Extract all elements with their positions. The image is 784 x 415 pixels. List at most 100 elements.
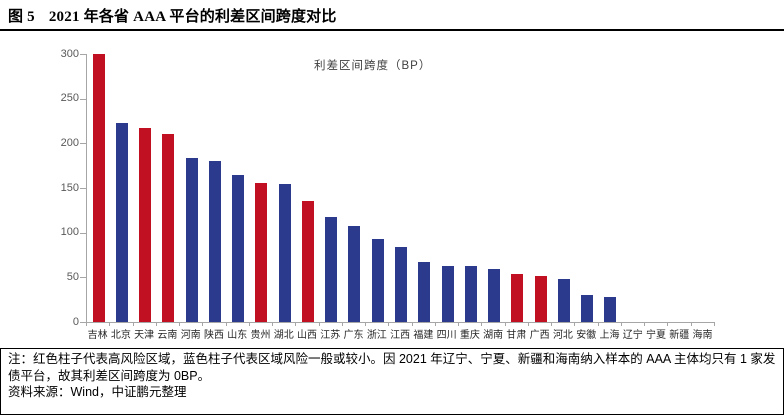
x-axis-tick-mark — [574, 323, 576, 326]
y-axis-tick-label: 100 — [60, 226, 79, 239]
figure-label: 图 5 — [8, 9, 35, 25]
x-axis-label-海南: 海南 — [692, 330, 713, 341]
x-axis-tick-mark — [504, 323, 506, 326]
x-axis-label-北京: 北京 — [110, 330, 131, 341]
x-axis-tick-mark — [434, 323, 436, 326]
y-axis-tick-label: 200 — [60, 136, 79, 149]
bar-贵州 — [255, 182, 268, 322]
x-axis-label-广东: 广东 — [343, 330, 364, 341]
source-text: 资料来源：Wind，中证鹏元整理 — [8, 385, 187, 400]
bar-chart-plot-area — [86, 54, 715, 323]
x-axis-tick-mark — [179, 323, 181, 326]
x-axis-label-云南: 云南 — [157, 330, 178, 341]
y-axis-tick-label: 50 — [66, 270, 79, 283]
x-axis-label-浙江: 浙江 — [366, 330, 387, 341]
x-axis-tick-mark — [341, 323, 343, 326]
x-axis-label-贵州: 贵州 — [250, 330, 271, 341]
bar-浙江 — [371, 238, 384, 322]
x-axis-label-湖北: 湖北 — [273, 330, 294, 341]
title-divider-line — [0, 29, 784, 31]
x-axis-label-宁夏: 宁夏 — [646, 330, 666, 341]
bar-江西 — [395, 246, 407, 322]
note-text: 注：红色柱子代表高风险区域，蓝色柱子代表区域风险一般或较小。因 2021 年辽宁… — [8, 352, 776, 383]
x-axis-tick-mark — [388, 323, 390, 326]
x-axis-tick-mark — [527, 323, 529, 326]
x-axis-label-吉林: 吉林 — [87, 330, 108, 341]
x-axis-label-辽宁: 辽宁 — [622, 330, 643, 341]
x-axis-tick-mark — [551, 323, 553, 326]
bar-河北 — [557, 279, 570, 322]
bar-山西 — [301, 200, 314, 322]
x-axis-tick-mark — [714, 323, 715, 326]
x-axis-label-福建: 福建 — [413, 330, 434, 341]
x-axis-label-江西: 江西 — [390, 330, 411, 341]
x-axis-label-广西: 广西 — [529, 330, 550, 341]
x-axis-tick-mark — [458, 323, 460, 326]
x-axis-tick-mark — [597, 323, 599, 326]
x-axis-tick-mark — [295, 323, 297, 326]
x-axis-tick-mark — [644, 323, 646, 326]
x-axis-tick-mark — [109, 323, 111, 326]
x-axis-tick-mark — [318, 323, 320, 326]
y-axis-tick-label: 150 — [60, 181, 79, 194]
x-axis-label-新疆: 新疆 — [669, 330, 690, 341]
x-axis-tick-mark — [690, 323, 692, 326]
x-axis-tick-mark — [667, 323, 669, 326]
x-axis-tick-mark — [86, 323, 87, 326]
y-axis-tick-label: 250 — [60, 92, 79, 105]
bar-云南 — [162, 134, 175, 322]
figure-title: 图 5 2021 年各省 AAA 平台的利差区间跨度对比 — [8, 5, 778, 26]
x-axis-tick-mark — [365, 323, 367, 326]
x-axis-label-河南: 河南 — [180, 330, 201, 341]
x-axis-labels: 吉林 北京 天津 云南 河南 陕西 山东 贵州 湖北 山西 江苏 广东 浙江 江西 福建 四川 重庆 湖南 甘肃 广西… — [86, 326, 714, 341]
bar-福建 — [418, 262, 431, 322]
x-axis-tick-mark — [225, 323, 227, 326]
x-axis-label-甘肃: 甘肃 — [506, 330, 527, 341]
bar-上海 — [604, 297, 617, 322]
x-axis-label-江苏: 江苏 — [320, 330, 341, 341]
bar-北京 — [115, 122, 128, 322]
x-axis-label-湖南: 湖南 — [483, 330, 504, 341]
bar-四川 — [441, 265, 454, 322]
bar-湖南 — [488, 269, 501, 322]
y-axis-tick-mark — [80, 188, 86, 189]
x-axis-label-天津: 天津 — [134, 330, 155, 341]
y-axis-tick-mark — [80, 143, 86, 145]
bar-天津 — [139, 128, 152, 322]
bar-安徽 — [581, 295, 594, 322]
x-axis-tick-mark — [620, 323, 622, 326]
bar-吉林 — [92, 54, 105, 322]
x-axis-label-安徽: 安徽 — [576, 330, 597, 341]
x-axis-label-河北: 河北 — [552, 330, 573, 341]
bar-河南 — [185, 157, 198, 322]
bar-广东 — [348, 225, 361, 322]
y-axis-tick-label: 0 — [72, 315, 79, 328]
y-axis-tick-label: 300 — [60, 47, 79, 60]
x-axis-label-山西: 山西 — [297, 330, 318, 341]
x-axis-tick-mark — [155, 323, 157, 326]
bar-江苏 — [325, 217, 338, 322]
y-axis-tick-mark — [80, 277, 86, 279]
note-box: 注：红色柱子代表高风险区域，蓝色柱子代表区域风险一般或较小。因 2021 年辽宁… — [0, 348, 784, 415]
bar-甘肃 — [511, 273, 524, 322]
bar-广西 — [534, 275, 547, 322]
x-axis-label-四川: 四川 — [436, 330, 457, 341]
y-axis-tick-mark — [80, 322, 86, 323]
x-axis-tick-mark — [132, 323, 134, 326]
bar-重庆 — [464, 265, 477, 322]
x-axis-tick-mark — [481, 323, 483, 326]
x-axis-label-陕西: 陕西 — [203, 330, 224, 341]
x-axis-tick-mark — [202, 323, 204, 326]
x-axis-label-山东: 山东 — [227, 330, 248, 341]
y-axis-tick-mark — [80, 232, 86, 234]
y-axis-tick-mark — [80, 98, 86, 100]
chart-legend-label: 利差区间跨度（BP） — [314, 60, 432, 72]
figure-title-text: 2021 年各省 AAA 平台的利差区间跨度对比 — [48, 9, 337, 25]
x-axis-tick-mark — [411, 323, 413, 326]
x-axis-label-重庆: 重庆 — [459, 330, 480, 341]
y-axis-tick-mark — [80, 54, 86, 55]
bar-山东 — [232, 174, 245, 322]
x-axis-label-上海: 上海 — [599, 330, 620, 341]
bar-陕西 — [208, 161, 221, 322]
